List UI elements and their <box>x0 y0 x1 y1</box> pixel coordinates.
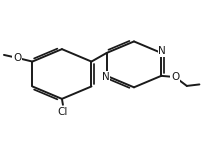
Text: N: N <box>158 46 165 56</box>
Text: O: O <box>170 72 178 82</box>
Text: O: O <box>13 53 21 63</box>
Text: N: N <box>101 72 109 82</box>
Text: Cl: Cl <box>57 107 68 118</box>
